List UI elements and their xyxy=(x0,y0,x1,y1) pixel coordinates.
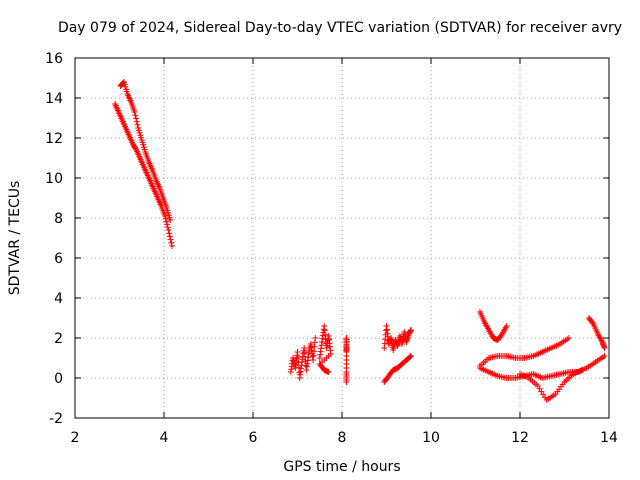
data-point xyxy=(164,221,171,228)
data-point xyxy=(579,367,586,373)
data-point xyxy=(407,353,414,359)
y-tick-label: 10 xyxy=(45,171,63,187)
data-point xyxy=(601,345,608,351)
data-point xyxy=(161,213,168,219)
y-tick-label: 0 xyxy=(54,371,63,387)
data-point xyxy=(407,327,414,333)
data-point xyxy=(294,349,301,355)
y-tick-label: 6 xyxy=(54,251,63,267)
data-point xyxy=(503,323,510,329)
series-pass-7 xyxy=(476,309,510,343)
data-point xyxy=(565,335,572,341)
series-pass-3 xyxy=(316,323,334,375)
series-pass-2 xyxy=(287,335,319,381)
data-point xyxy=(343,379,350,385)
grid xyxy=(75,58,609,418)
data-point xyxy=(167,217,174,223)
data-point xyxy=(166,233,173,240)
data-point xyxy=(601,353,608,359)
series-pass-11 xyxy=(585,315,608,351)
x-tick-label: 6 xyxy=(249,430,258,446)
data-point xyxy=(132,145,139,152)
data-point xyxy=(134,121,141,128)
series-pass-5 xyxy=(381,323,414,353)
data-point xyxy=(162,215,169,222)
data-point xyxy=(589,319,596,326)
data-point xyxy=(133,115,140,122)
y-tick-label: 12 xyxy=(45,131,63,147)
y-tick-label: -2 xyxy=(49,411,63,427)
data-point xyxy=(166,230,173,237)
series-pass-8 xyxy=(476,335,572,369)
x-axis-label: GPS time / hours xyxy=(283,459,400,475)
data-point xyxy=(163,218,170,225)
data-point xyxy=(132,112,139,119)
y-axis-label: SDTVAR / TECUs xyxy=(7,181,23,296)
data-point xyxy=(167,236,174,243)
chart-title: Day 079 of 2024, Sidereal Day-to-day VTE… xyxy=(58,20,622,36)
series-pass-6 xyxy=(381,353,414,385)
series-pass-1b xyxy=(117,79,174,223)
data-point xyxy=(169,243,176,249)
y-tick-label: 8 xyxy=(54,211,63,227)
data-point xyxy=(131,109,138,115)
x-tick-label: 14 xyxy=(600,430,618,446)
data-point xyxy=(165,227,172,233)
x-tick-label: 10 xyxy=(422,430,440,446)
data-point xyxy=(312,335,319,341)
axis-ticks: 2 4 6 8 10 12 14 -2 0 2 4 6 8 10 12 14 16 xyxy=(45,51,618,446)
x-tick-label: 4 xyxy=(160,430,169,446)
data-point xyxy=(294,354,301,361)
data-point xyxy=(133,118,140,125)
y-tick-label: 4 xyxy=(54,291,63,307)
data-point xyxy=(164,224,171,231)
data-point xyxy=(325,369,332,375)
series-pass-4 xyxy=(343,335,350,385)
series-pass-1a xyxy=(112,101,176,249)
x-tick-label: 2 xyxy=(71,430,80,446)
data-point xyxy=(168,239,175,246)
x-tick-label: 8 xyxy=(338,430,347,446)
y-tick-label: 16 xyxy=(45,51,63,67)
x-tick-label: 12 xyxy=(511,430,529,446)
y-tick-label: 2 xyxy=(54,331,63,347)
y-tick-label: 14 xyxy=(45,91,63,107)
series-pass-10 xyxy=(517,367,586,403)
data-points xyxy=(112,79,608,403)
data-point xyxy=(407,353,414,360)
